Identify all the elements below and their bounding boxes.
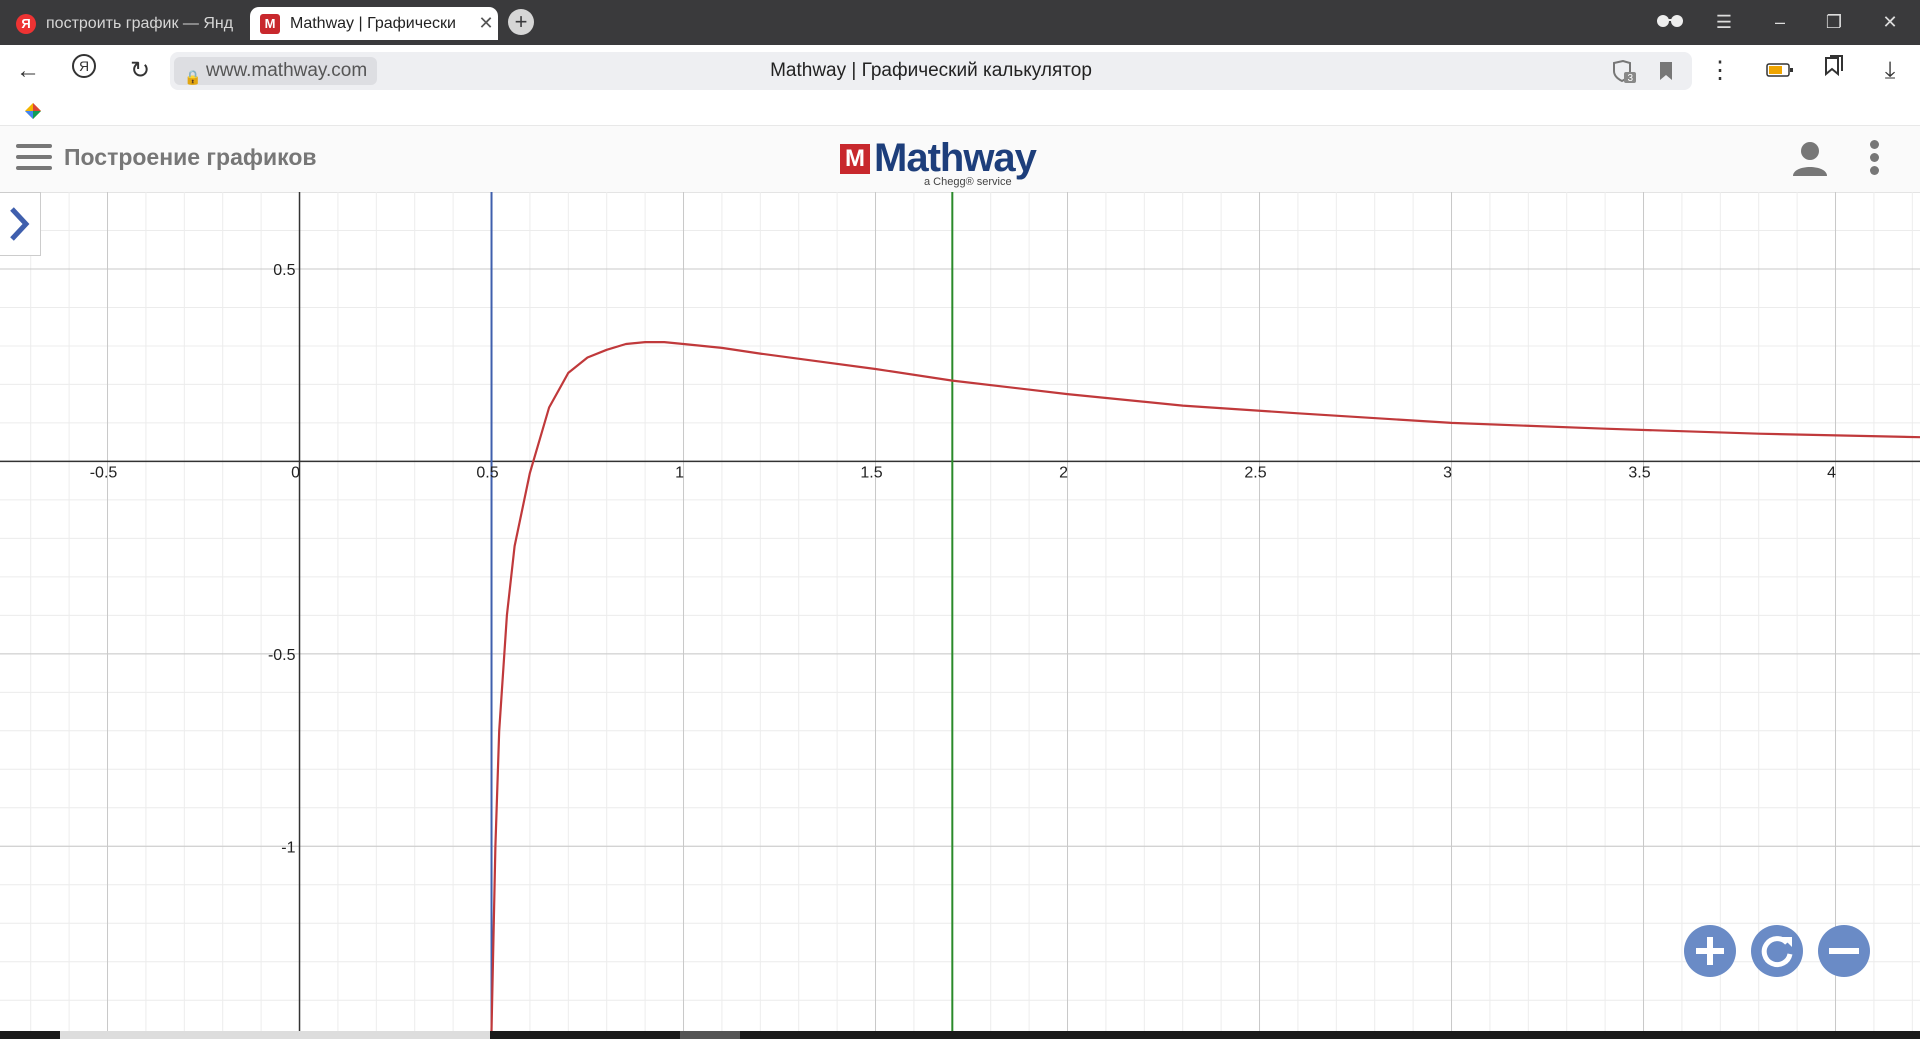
browser-tab-bar: Я построить график — Янд M Mathway | Гра…: [0, 0, 1920, 45]
hamburger-menu-icon[interactable]: [16, 144, 52, 172]
url-field[interactable]: 🔒 www.mathway.com Mathway | Графический …: [170, 52, 1692, 90]
protect-badge-count: 3: [1627, 73, 1633, 84]
bookmark-gem-icon[interactable]: [24, 102, 42, 120]
zoom-out-button[interactable]: [1818, 925, 1870, 977]
x-tick-label: 3: [1443, 464, 1452, 481]
close-window-icon[interactable]: ✕: [1882, 12, 1898, 32]
os-taskbar: [0, 1031, 1920, 1039]
user-account-icon[interactable]: [1790, 138, 1830, 178]
page-title: Mathway | Графический калькулятор: [770, 60, 1092, 81]
x-tick-label: 2.5: [1244, 464, 1266, 481]
x-tick-label: 1.5: [860, 464, 882, 481]
x-tick-label: 1: [675, 464, 684, 481]
minimize-window-icon[interactable]: –: [1774, 12, 1785, 32]
tab-label: Mathway | Графически: [290, 14, 456, 32]
x-tick-label: -0.5: [90, 464, 118, 481]
zoom-in-button[interactable]: [1684, 925, 1736, 977]
tab-label: построить график — Янд: [46, 14, 234, 32]
address-bar-row: ← Я ↻ 🔒 www.mathway.com Mathway | Графич…: [0, 45, 1920, 97]
bookmarks-bar: [0, 97, 1920, 125]
yandex-favicon-icon: Я: [16, 13, 36, 34]
mathway-logo[interactable]: M Mathway a Chegg® service: [840, 136, 1050, 188]
close-tab-icon[interactable]: ✕: [478, 13, 494, 33]
x-tick-label: 0.5: [476, 464, 498, 481]
bookmark-icon[interactable]: [1658, 60, 1674, 82]
logo-wordmark: Mathway: [874, 136, 1037, 180]
reload-icon[interactable]: ↻: [129, 57, 151, 84]
back-arrow-icon[interactable]: ←: [16, 57, 40, 84]
reader-mode-icon[interactable]: [1652, 8, 1688, 36]
y-tick-label: -0.5: [268, 647, 296, 664]
restore-window-icon[interactable]: ❐: [1825, 12, 1843, 32]
mathway-m-logo-icon: M: [840, 144, 870, 174]
x-tick-label: 0: [291, 464, 300, 481]
new-tab-button[interactable]: +: [508, 9, 534, 35]
reset-view-button[interactable]: [1751, 925, 1803, 977]
x-tick-label: 2: [1059, 464, 1068, 481]
refresh-icon: [1761, 936, 1793, 968]
section-title: Построение графиков: [64, 144, 317, 170]
downloads-icon[interactable]: ⤓: [1884, 57, 1896, 84]
tab-yandex-search[interactable]: Я построить график — Янд: [6, 7, 246, 40]
yandex-home-icon[interactable]: Я: [66, 53, 102, 89]
url-text: www.mathway.com: [206, 60, 368, 81]
x-tick-label: 4: [1827, 464, 1836, 481]
expand-sidebar-button[interactable]: [0, 192, 41, 256]
minus-icon: [1829, 948, 1859, 954]
battery-icon[interactable]: [1762, 53, 1798, 89]
mathway-favicon-icon: M: [260, 13, 280, 34]
function-curve-1: [490, 341, 1920, 1031]
logo-subtitle: a Chegg® service: [924, 176, 1012, 188]
graph-canvas[interactable]: -0.5 0 0.5 1 1.5 2 2.5 3 3.5 4 0.5 -0.5 -1: [0, 192, 1920, 1031]
app-header: Построение графиков M Mathway a Chegg® s…: [0, 125, 1920, 193]
lock-icon: 🔒: [184, 69, 202, 85]
url-pill[interactable]: 🔒 www.mathway.com: [174, 57, 378, 85]
browser-menu-icon[interactable]: ☰: [1715, 12, 1733, 32]
svg-text:Я: Я: [79, 58, 89, 74]
collections-icon[interactable]: [1816, 53, 1852, 89]
tab-mathway[interactable]: M Mathway | Графически ✕: [250, 7, 498, 40]
taskbar-item[interactable]: [680, 1031, 740, 1039]
protect-shield-icon[interactable]: 3: [1610, 59, 1636, 84]
taskbar-item[interactable]: [60, 1031, 490, 1039]
app-more-menu-icon[interactable]: [1870, 140, 1882, 180]
plus-icon: [1696, 937, 1724, 965]
y-tick-label: 0.5: [273, 262, 295, 279]
more-actions-icon[interactable]: ⋮: [1708, 57, 1732, 84]
y-tick-label: -1: [281, 839, 295, 856]
graph-plot[interactable]: -0.5 0 0.5 1 1.5 2 2.5 3 3.5 4 0.5 -0.5 -1: [0, 192, 1920, 1031]
x-tick-label: 3.5: [1628, 464, 1650, 481]
